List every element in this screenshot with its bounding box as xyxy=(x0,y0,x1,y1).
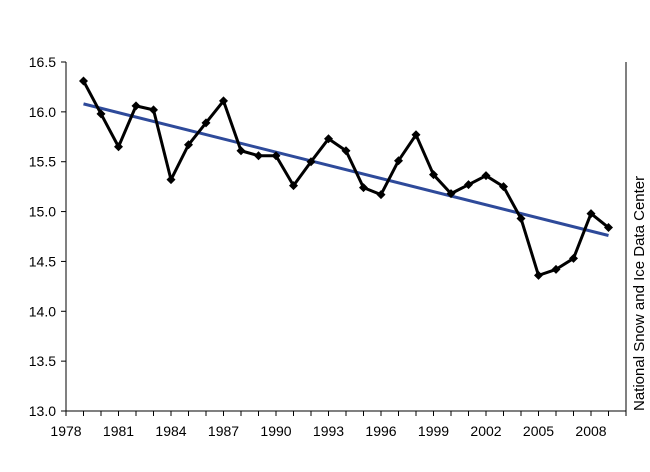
data-point xyxy=(184,140,193,150)
data-point xyxy=(341,146,351,156)
data-point xyxy=(429,170,438,180)
series-line xyxy=(82,80,610,277)
data-point xyxy=(534,270,543,280)
x-tick-label: 2002 xyxy=(470,423,501,439)
x-tick-label: 1981 xyxy=(103,423,134,439)
x-tick-label: 1990 xyxy=(260,423,291,439)
x-tick-labels: 1978 1981 1984 1987 1990 1993 1996 1999 2002 2005… xyxy=(50,423,606,439)
data-point xyxy=(201,118,211,128)
data-point xyxy=(394,156,403,166)
data-point xyxy=(499,182,508,192)
x-tick-label: 2005 xyxy=(523,423,554,439)
data-point xyxy=(586,209,596,219)
data-point xyxy=(271,151,281,161)
y-tick-label: 16.5 xyxy=(29,54,56,70)
y-tick-label: 16.0 xyxy=(29,104,56,120)
data-point xyxy=(604,223,613,233)
x-tick-label: 1987 xyxy=(208,423,239,439)
y-tick-label: 14.0 xyxy=(29,303,56,319)
y-tick-labels: 13.0 13.5 14.0 14.5 15.0 15.5 16.0 16.5 xyxy=(29,54,56,419)
data-point xyxy=(149,105,158,115)
data-point xyxy=(376,190,386,200)
x-tick-label: 1993 xyxy=(313,423,344,439)
trendline-group xyxy=(83,102,609,237)
x-tick-label: 2008 xyxy=(575,423,606,439)
x-tick-label: 1978 xyxy=(50,423,81,439)
axes xyxy=(61,61,627,416)
y-tick-label: 15.0 xyxy=(29,204,56,220)
data-point xyxy=(289,181,298,191)
x-tick-label: 1984 xyxy=(155,423,186,439)
trendline xyxy=(83,102,609,237)
data-point xyxy=(569,253,578,263)
data-point xyxy=(324,134,333,144)
y-tick-label: 15.5 xyxy=(29,154,56,170)
data-point xyxy=(481,171,491,181)
data-point xyxy=(464,180,473,190)
data-point xyxy=(131,101,141,111)
data-point xyxy=(96,109,106,119)
y-tick-label: 14.5 xyxy=(29,253,56,269)
data-point xyxy=(551,264,561,274)
data-point xyxy=(79,76,88,86)
data-point xyxy=(236,146,246,156)
x-tick-label: 1999 xyxy=(418,423,449,439)
data-point xyxy=(446,189,456,199)
data-point xyxy=(516,214,526,224)
y-tick-label: 13.0 xyxy=(29,403,56,419)
data-point xyxy=(219,96,228,106)
data-point xyxy=(359,183,368,193)
series-group xyxy=(79,76,613,280)
data-point xyxy=(166,175,176,185)
data-point xyxy=(254,151,263,161)
y-tick-label: 13.5 xyxy=(29,353,56,369)
data-point xyxy=(114,142,123,152)
x-tick-label: 1996 xyxy=(365,423,396,439)
data-point xyxy=(411,130,421,140)
credit-text: National Snow and Ice Data Center xyxy=(631,176,648,411)
data-point xyxy=(306,157,316,167)
